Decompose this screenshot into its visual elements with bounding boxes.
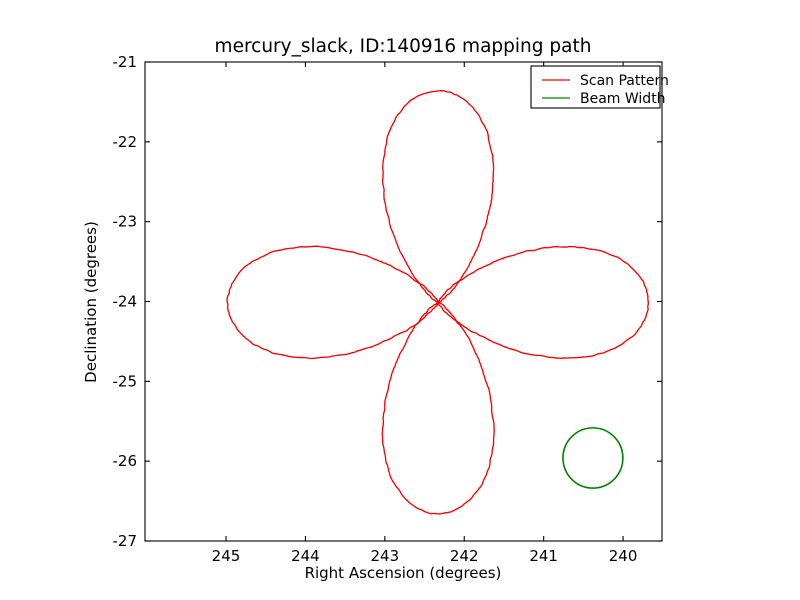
y-tick-label: -21 [113, 53, 138, 71]
scan-pattern-petal-3 [381, 300, 495, 515]
plot-background [145, 62, 662, 541]
x-tick-label: 241 [529, 547, 558, 565]
legend: Scan Pattern Beam Width [530, 65, 669, 109]
scan-pattern-petal-4 [226, 245, 439, 360]
scan-pattern-petal-1 [381, 90, 495, 304]
legend-label-beam-width: Beam Width [580, 91, 666, 107]
x-tick-label: 240 [609, 547, 638, 565]
x-tick-label: 244 [291, 547, 320, 565]
y-tick-label: -24 [113, 293, 138, 311]
y-tick-label: -25 [113, 372, 138, 390]
beam-width-circle [562, 427, 624, 489]
x-tick-label: 245 [212, 547, 241, 565]
legend-label-scan-pattern: Scan Pattern [580, 73, 669, 89]
scan-pattern-petal-2 [437, 245, 649, 359]
y-tick-label: -23 [113, 213, 138, 231]
x-axis-label: Right Ascension (degrees) [305, 564, 502, 582]
data-layer [226, 90, 649, 515]
x-tick-label: 243 [371, 547, 400, 565]
legend-box [530, 65, 661, 109]
y-tick-label: -26 [113, 452, 138, 470]
x-tick-label: 242 [450, 547, 479, 565]
y-tick-label: -27 [113, 532, 138, 550]
x-axis-ticks: 245 244 243 242 241 240 [212, 62, 638, 565]
y-tick-label: -22 [113, 133, 138, 151]
y-axis-label: Declination (degrees) [82, 221, 100, 383]
plot-title: mercury_slack, ID:140916 mapping path [215, 36, 592, 57]
scan-pattern-series [226, 90, 649, 515]
y-axis-ticks: -21 -22 -23 -24 -25 -26 -27 [113, 53, 662, 550]
beam-width-series [562, 427, 624, 489]
